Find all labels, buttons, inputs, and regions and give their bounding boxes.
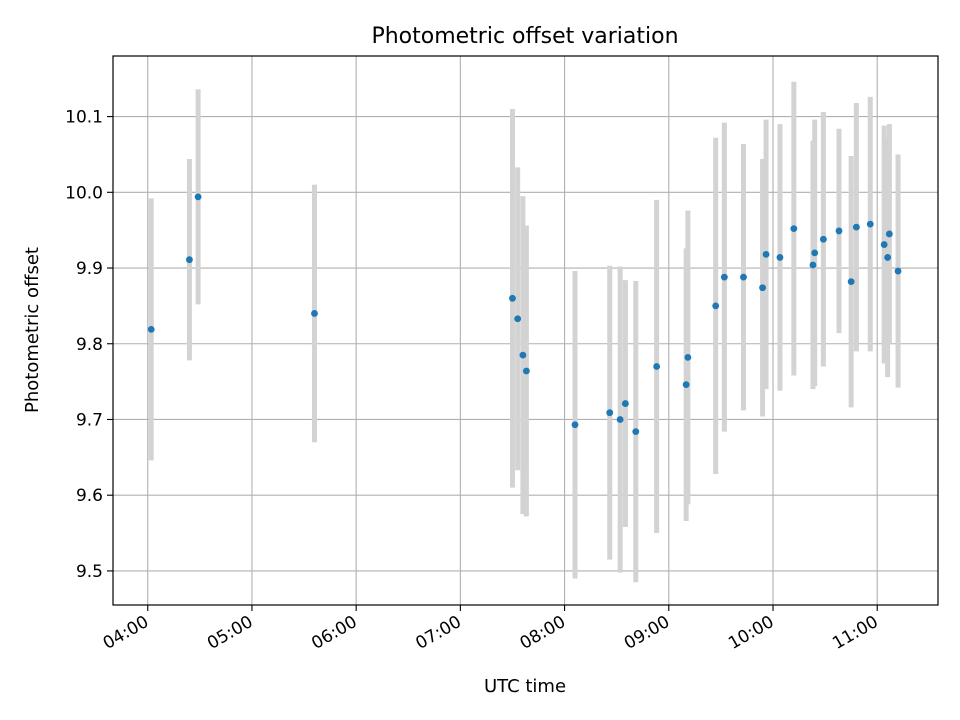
data-point: [759, 284, 766, 292]
data-point: [809, 261, 817, 269]
y-tick-label: 10.1: [65, 108, 103, 128]
data-point: [894, 267, 902, 275]
data-point: [740, 273, 747, 281]
data-point: [571, 421, 579, 429]
data-point: [835, 227, 843, 235]
data-point: [847, 278, 855, 286]
plot-frame: [112, 55, 939, 606]
y-tick-label: 9.6: [76, 486, 103, 506]
data-point: [194, 193, 202, 201]
data-point: [311, 310, 318, 317]
y-tick-label: 9.9: [76, 259, 103, 279]
data-point: [653, 363, 661, 370]
data-point: [811, 249, 819, 257]
data-point: [621, 400, 629, 407]
data-point: [776, 254, 784, 261]
y-axis-ticks: 9.5 9.6 9.7 9.8 9.9 10.0 10.1: [65, 108, 113, 582]
data-point: [819, 235, 827, 243]
x-axis-label: UTC time: [484, 676, 566, 697]
data-point: [186, 256, 193, 264]
data-point: [606, 409, 614, 417]
data-points: [147, 193, 902, 435]
chart-title: Photometric offset variation: [371, 24, 678, 49]
y-tick-label: 9.7: [76, 410, 103, 430]
data-point: [720, 273, 728, 281]
data-point: [790, 225, 798, 233]
y-axis-label: Photometric offset: [22, 247, 43, 413]
y-tick-label: 10.0: [65, 183, 103, 203]
data-point: [682, 381, 690, 389]
data-point: [880, 241, 888, 248]
data-point: [866, 220, 874, 228]
data-point: [522, 367, 530, 375]
data-point: [852, 223, 860, 231]
data-point: [885, 230, 893, 238]
data-point: [616, 416, 624, 423]
data-point: [147, 325, 155, 333]
data-point: [632, 428, 640, 435]
data-point: [712, 302, 720, 310]
y-tick-label: 9.8: [76, 335, 103, 355]
data-point: [514, 315, 522, 323]
data-point: [684, 353, 692, 361]
data-point: [762, 250, 770, 258]
data-point: [884, 254, 892, 261]
data-point: [519, 351, 527, 359]
y-tick-label: 9.5: [76, 562, 103, 582]
data-point: [509, 294, 516, 302]
